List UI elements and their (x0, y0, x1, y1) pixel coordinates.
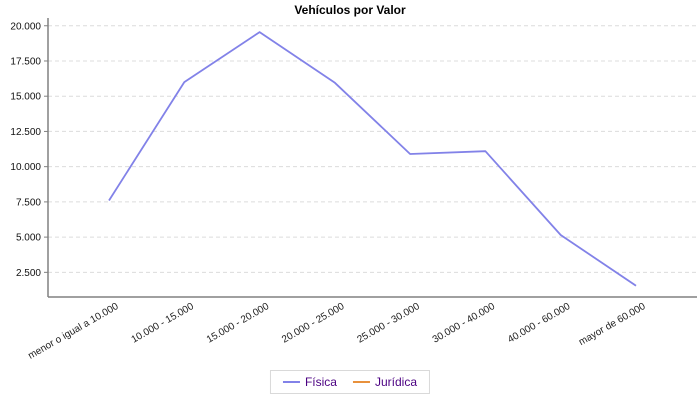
legend-item-juridica: Jurídica (352, 375, 418, 389)
x-category-label: 20.000 - 25.000 (280, 301, 347, 346)
juridica-legend-label: Jurídica (374, 375, 418, 389)
x-category-label: 40.000 - 60.000 (506, 301, 573, 346)
juridica-line-swatch (352, 381, 370, 383)
y-tick-label: 5.000 (16, 233, 41, 244)
legend-item-fisica: Física (282, 375, 337, 389)
y-tick-label: 2.500 (16, 268, 41, 279)
x-category-label: 30.000 - 40.000 (431, 301, 498, 346)
fsica-series-line (108, 31, 637, 287)
y-tick-label: 17.500 (10, 56, 41, 67)
plot-area: 2.500 5.000 7.500 10.000 12.500 15.000 17.500 2… (10, 18, 697, 362)
x-category-label: 15.000 - 20.000 (205, 301, 272, 346)
x-category-label: mayor de 60.000 (577, 301, 648, 348)
y-tick-label: 10.000 (10, 162, 41, 173)
fisica-legend-label: Física (304, 375, 337, 389)
chart-title: Vehículos por Valor (294, 3, 406, 17)
y-tick-label: 15.000 (10, 92, 41, 103)
y-tick-label: 12.500 (10, 127, 41, 138)
fisica-line-swatch (282, 381, 300, 383)
y-tick-label: 20.000 (10, 21, 41, 32)
legend: Física Jurídica (269, 370, 431, 394)
y-tick-label: 7.500 (16, 197, 41, 208)
x-category-label: menor o igual a 10.000 (26, 301, 120, 362)
x-category-label: 10.000 - 15.000 (130, 301, 197, 346)
x-category-label: 25.000 - 30.000 (355, 301, 422, 346)
